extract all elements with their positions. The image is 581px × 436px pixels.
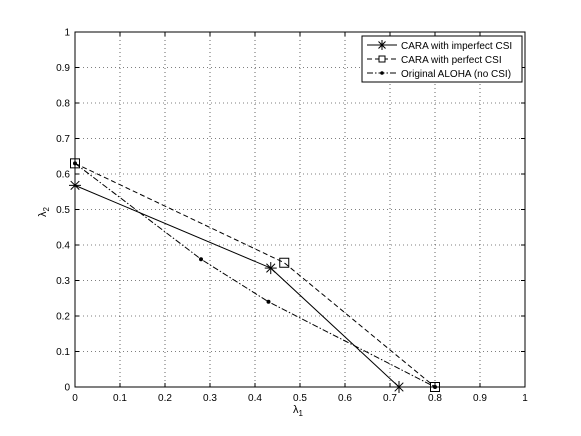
x-tick-label: 0: [72, 393, 78, 404]
legend-marker-perfect: [378, 55, 386, 63]
x-axis-label-main: λ: [293, 404, 299, 416]
y-tick-label: 0: [64, 383, 70, 394]
x-tick-label: 1: [522, 393, 528, 404]
x-tick-label: 0.5: [293, 393, 307, 404]
x-tick-label: 0.1: [113, 393, 127, 404]
y-tick-label: 0.7: [56, 134, 70, 145]
y-axis-label: λ2: [37, 206, 51, 217]
series-point-asterisk: [264, 262, 277, 275]
y-axis-label-sub: 2: [42, 206, 51, 211]
y-axis-label-main: λ: [37, 211, 49, 217]
series-group: [69, 158, 440, 393]
y-tick-label: 0.4: [56, 241, 70, 252]
legend-box: [361, 35, 523, 83]
y-tick-label: 0.3: [56, 276, 70, 287]
y-tick-label: 0.9: [56, 63, 70, 74]
legend: CARA with imperfect CSI CARA with perfec…: [361, 35, 523, 83]
y-tick-label: 0.1: [56, 347, 70, 358]
x-tick-label: 0.2: [158, 393, 172, 404]
x-tick-label: 0.4: [248, 393, 262, 404]
y-tick-label: 0.8: [56, 99, 70, 110]
y-tick-label: 1: [64, 28, 70, 39]
x-tick-label: 0.8: [428, 393, 442, 404]
series-point-dot: [266, 299, 271, 304]
series-line-2: [74, 162, 436, 388]
legend-marker-imperfect: [377, 40, 387, 50]
series-line-1: [74, 162, 436, 388]
x-axis-label: λ1: [293, 404, 304, 418]
x-tick-label: 0.6: [338, 393, 352, 404]
legend-label-perfect: CARA with perfect CSI: [401, 55, 502, 66]
y-tick-label: 0.2: [56, 312, 70, 323]
legend-label-aloha: Original ALOHA (no CSI): [401, 69, 511, 80]
series-point-square: [279, 257, 290, 268]
y-tick-label: 0.5: [56, 205, 70, 216]
ticks: 0 0.1 0.2 0.3 0.4 0.5 0.6 0.7 0.8 0.9 1 0 0.1 0.2 0.3 0…: [56, 28, 528, 405]
x-tick-label: 0.9: [473, 393, 487, 404]
x-axis-label-sub: 1: [299, 409, 304, 418]
y-tick-label: 0.6: [56, 170, 70, 181]
x-tick-label: 0.3: [203, 393, 217, 404]
x-tick-label: 0.7: [383, 393, 397, 404]
grid: [75, 32, 525, 387]
series-point-dot: [199, 257, 203, 262]
legend-label-imperfect: CARA with imperfect CSI: [401, 41, 512, 52]
legend-marker-aloha: [380, 71, 384, 75]
